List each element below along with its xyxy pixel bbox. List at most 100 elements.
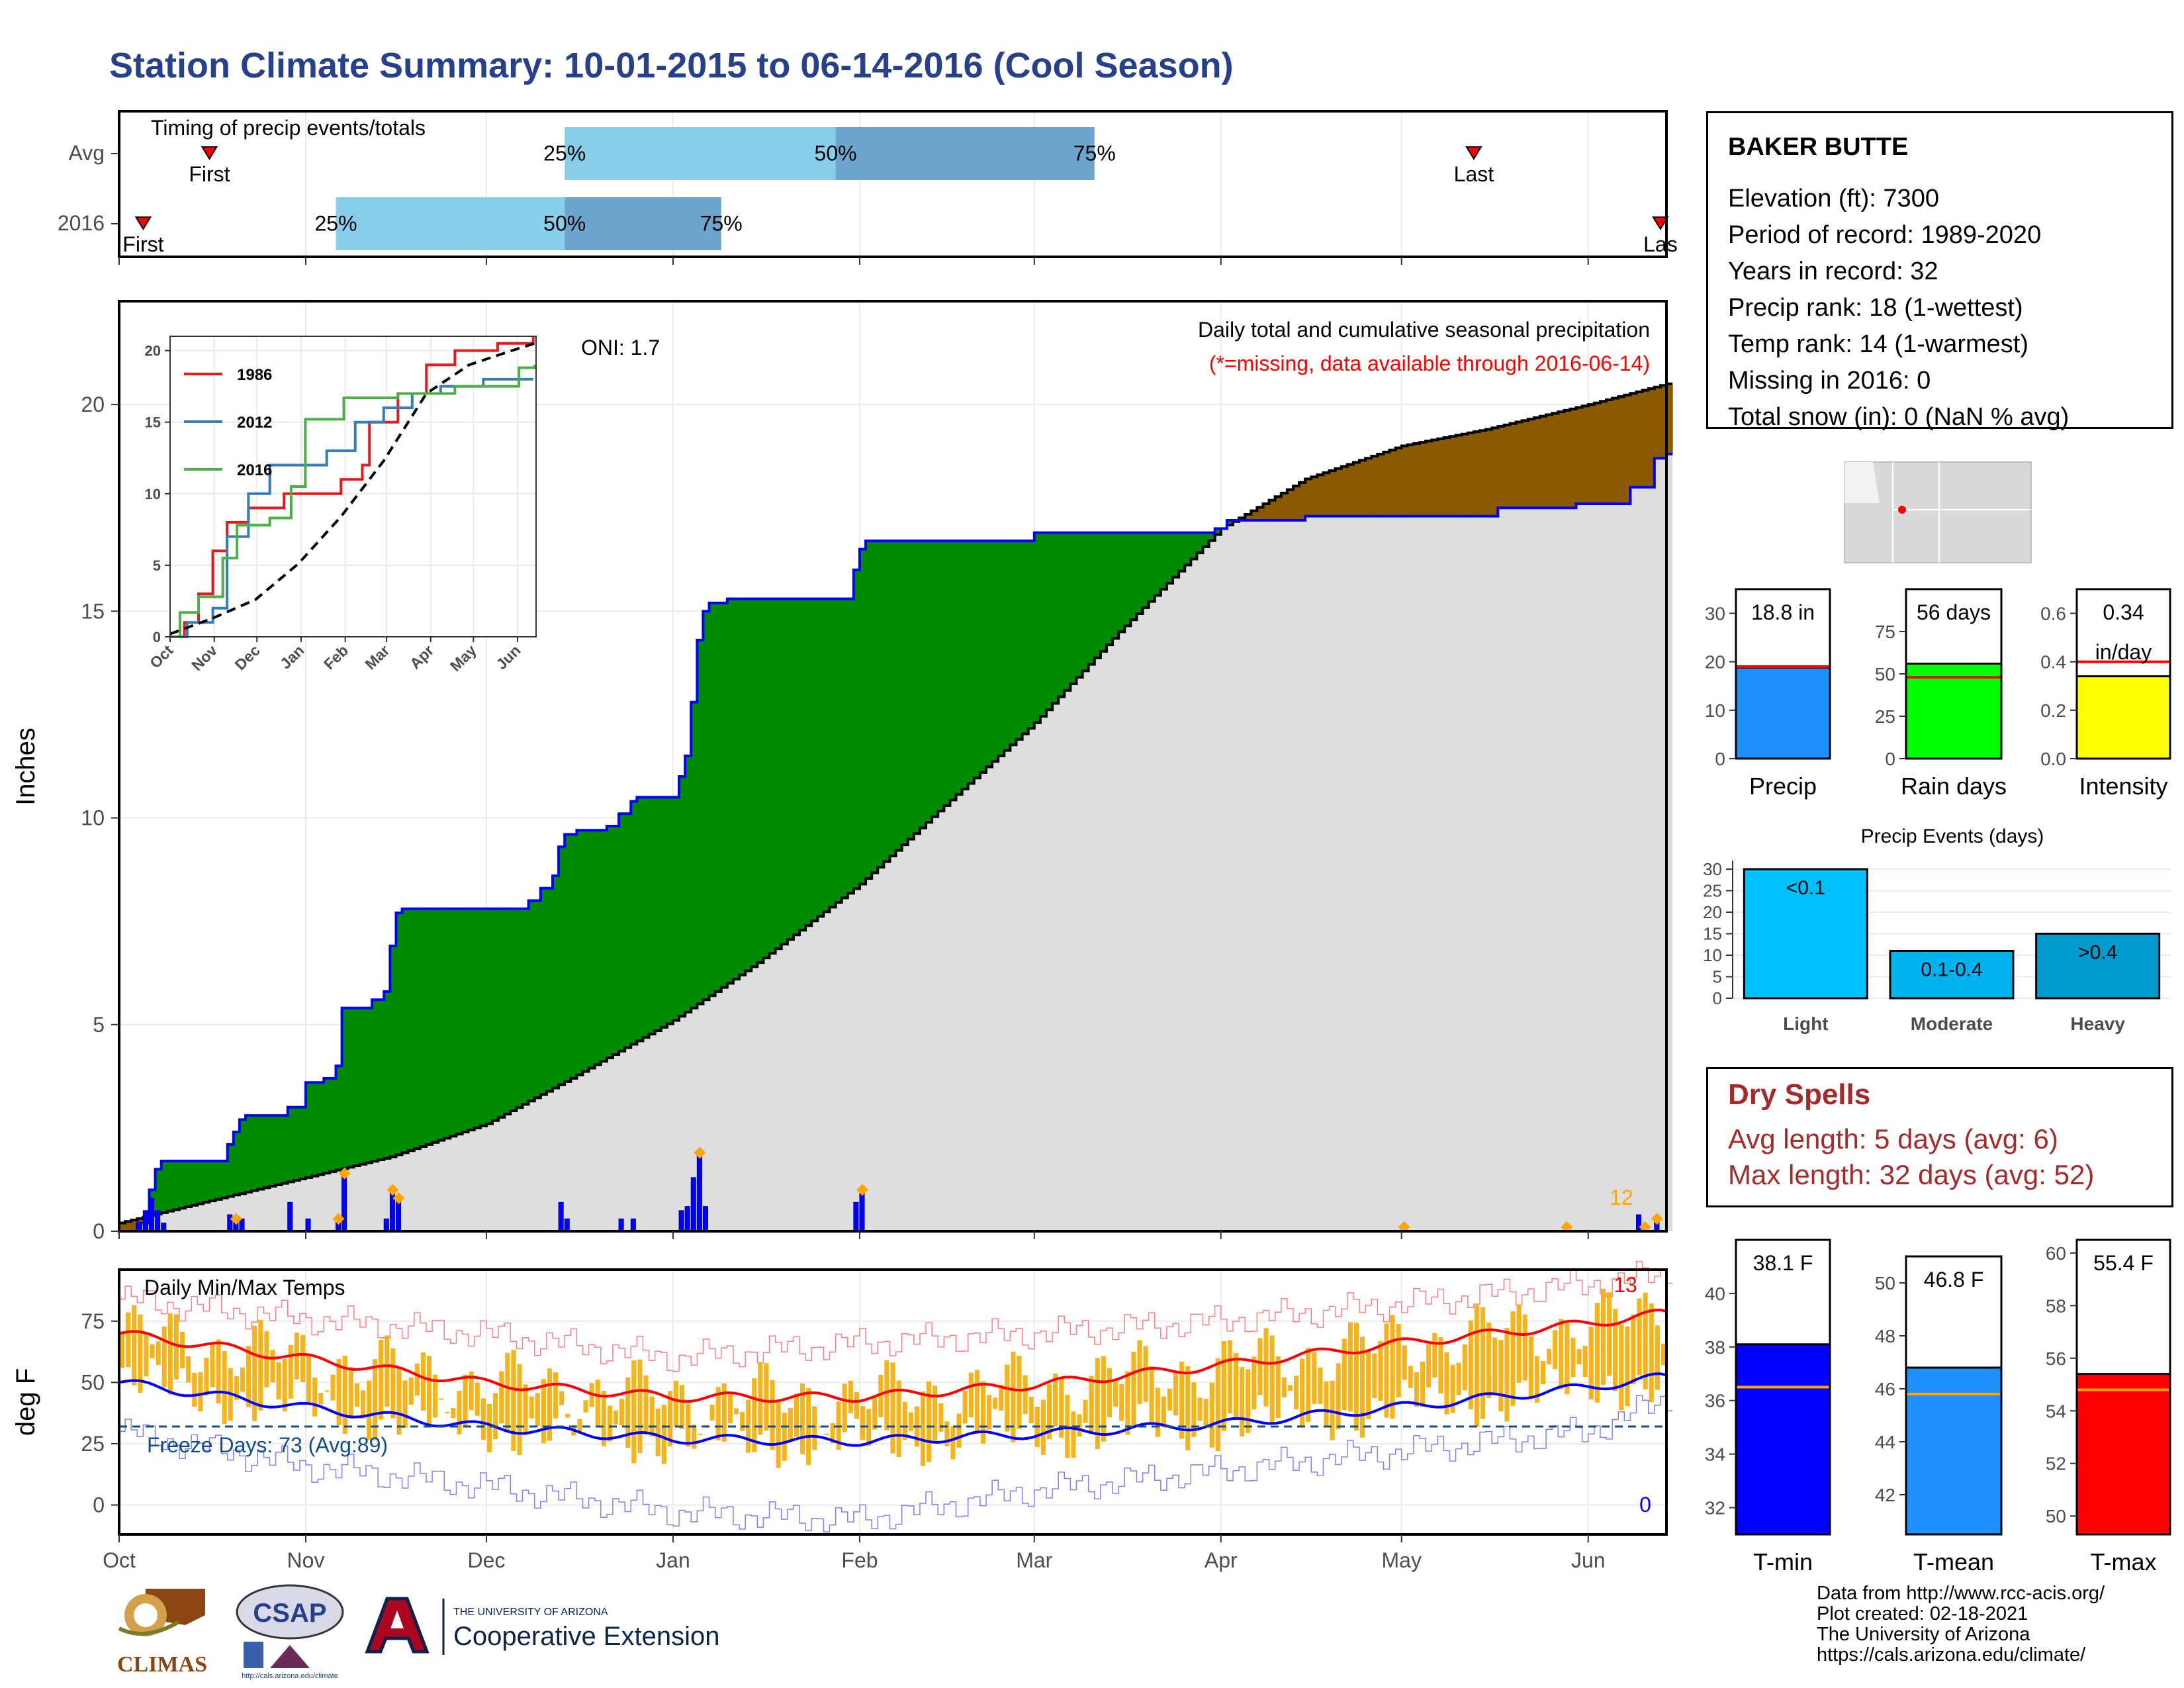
timing-first-marker [201, 146, 218, 160]
precip-daily-bar [558, 1201, 564, 1232]
tmean-x-label: T-mean [1913, 1548, 1994, 1575]
precip-below-avg-fill [1251, 510, 1257, 520]
precip-above-avg-fill [215, 1160, 222, 1199]
precip-above-avg-fill [161, 1160, 168, 1213]
page-title: Station Climate Summary: 10-01-2015 to 0… [109, 46, 1234, 85]
temp-daily-bar [300, 1335, 306, 1383]
temp-daily-bar [1017, 1356, 1022, 1429]
timing-pct-75: 75% [1073, 141, 1116, 165]
precip-below-avg-fill [1479, 430, 1486, 516]
timing-panel-border [118, 110, 1668, 258]
precip-above-avg-fill [359, 1008, 367, 1164]
precip-above-avg-fill [1040, 532, 1047, 717]
temp-daily-bar [993, 1397, 998, 1409]
events-y-tick-label: 25 [1703, 881, 1722, 901]
tmin-value-label: 38.1 F [1753, 1251, 1813, 1275]
precip-above-avg-fill [209, 1160, 216, 1201]
climas-logo-text: CLIMAS [117, 1652, 207, 1677]
tmax-y-tick-label: 56 [2046, 1348, 2066, 1369]
temp-daily-bar [896, 1380, 901, 1457]
precip-below-avg-fill [1395, 447, 1402, 516]
precip-above-avg-fill [679, 776, 686, 1017]
precip-above-avg-fill [1106, 532, 1113, 645]
precip-below-avg-fill [1371, 456, 1378, 516]
temp-daily-bar [1565, 1323, 1570, 1395]
precip-below-avg-fill [1281, 492, 1288, 520]
precip-above-avg-fill [197, 1160, 204, 1204]
precip-below-avg-fill [1407, 444, 1414, 516]
precip-daily-bar [859, 1190, 865, 1232]
csap-logo[interactable]: CSAP http://cals.arizona.edu/climate [230, 1582, 349, 1681]
temp-daily-bar [354, 1383, 359, 1407]
precip-above-avg-fill [1113, 532, 1119, 639]
precip-above-avg-fill [432, 908, 439, 1143]
climas-logo[interactable]: CLIMAS [106, 1582, 218, 1681]
temp-daily-bar [486, 1403, 492, 1452]
events-x-label: Light [1783, 1013, 1828, 1034]
precip-above-avg-fill [408, 908, 415, 1151]
temp-daily-bar [144, 1332, 149, 1377]
temp-daily-bar [1119, 1383, 1124, 1421]
temp-daily-bar [673, 1381, 679, 1427]
temp-daily-bar [631, 1360, 637, 1464]
tmean-value-label: 46.8 F [1924, 1268, 1984, 1291]
precip-above-avg-fill [456, 908, 463, 1135]
precip-above-avg-fill [372, 1000, 379, 1162]
precip-above-avg-fill [1166, 532, 1173, 584]
intensity-y-tick-label: 0.4 [2040, 652, 2066, 673]
temp-daily-bar [1378, 1340, 1383, 1401]
precip-daily-bar [618, 1218, 624, 1232]
temp-daily-bar [1300, 1358, 1305, 1428]
precip-above-avg-fill [510, 908, 518, 1111]
temp-daily-bar [1149, 1366, 1154, 1423]
temp-daily-bar [1293, 1376, 1299, 1410]
temp-daily-bar [637, 1359, 643, 1454]
temp-count-low: 0 [1639, 1493, 1651, 1517]
precip-above-avg-fill [269, 1115, 277, 1187]
precip-above-avg-fill [907, 541, 915, 839]
temp-daily-bar [505, 1352, 510, 1430]
precip-daily-bar [155, 1210, 161, 1232]
precip-above-avg-fill [715, 602, 722, 992]
precip-below-avg-fill [1492, 428, 1498, 516]
precip-above-avg-fill [884, 541, 891, 862]
precip-daily-bar [1636, 1214, 1642, 1232]
precip-above-avg-fill [612, 826, 619, 1055]
precip-above-avg-fill [727, 598, 734, 984]
events-y-tick-label: 10 [1703, 945, 1722, 965]
precip-above-avg-fill [365, 1008, 373, 1163]
precip-missing-marker [856, 1184, 868, 1196]
precip-daily-bar [564, 1218, 570, 1232]
temp-daily-bar [1306, 1348, 1311, 1422]
precip-above-avg-fill [926, 541, 933, 823]
precip-above-avg-fill [1136, 532, 1144, 614]
precip-above-avg-fill [847, 598, 854, 894]
temp-daily-bar [788, 1407, 793, 1440]
temp-daily-bar [1137, 1340, 1142, 1405]
precip-above-avg-fill [1148, 532, 1156, 602]
precip-above-avg-fill [318, 1082, 324, 1175]
precip-above-avg-fill [324, 1078, 331, 1174]
timing-title: Timing of precip events/totals [151, 116, 426, 140]
temp-daily-bar [1257, 1338, 1263, 1395]
precip-below-avg-fill [1455, 435, 1463, 516]
temp-daily-bar [776, 1401, 781, 1468]
intensity-value-label: in/day [2095, 640, 2152, 664]
precip-above-avg-fill [257, 1115, 264, 1190]
precip-above-avg-fill [444, 908, 451, 1139]
precip-above-avg-fill [841, 598, 848, 898]
precip-above-avg-fill [1118, 532, 1125, 632]
temp-daily-bar [204, 1358, 209, 1395]
precip-above-avg-fill [962, 541, 969, 789]
precip-above-avg-fill [299, 1107, 306, 1180]
temp-daily-bar [348, 1367, 353, 1419]
precip-daily-bar [853, 1201, 859, 1232]
temp-daily-bar [198, 1372, 203, 1412]
precip-above-avg-fill [859, 549, 866, 884]
precip-daily-bar [305, 1218, 311, 1232]
ua-extension-logo[interactable]: THE UNIVERSITY OF ARIZONA Cooperative Ex… [361, 1592, 745, 1671]
precip-annotation-missing: (*=missing, data available through 2016-… [1209, 352, 1650, 375]
temp-daily-bar [1028, 1397, 1034, 1424]
precip-below-avg-fill [1449, 436, 1457, 516]
precip-above-avg-fill [757, 598, 764, 963]
